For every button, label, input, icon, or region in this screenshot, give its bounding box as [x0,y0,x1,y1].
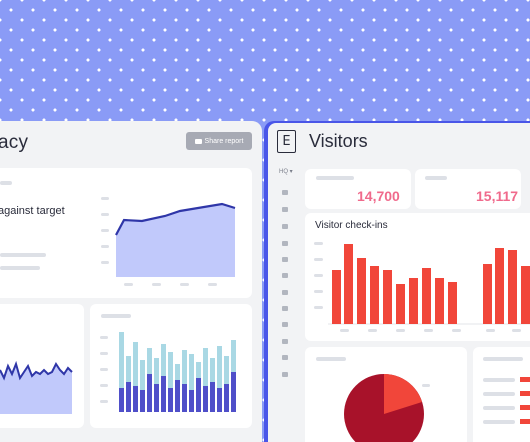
card-heading-placeholder [316,357,346,361]
stacked-bar-chart [100,332,236,412]
logo-glyph: E [282,134,291,149]
app-logo[interactable]: E [277,130,296,153]
list-row-placeholder [483,392,515,396]
page-title: Visitors [309,131,368,151]
pie-label-placeholder [422,384,430,387]
target-card-title: against target [0,205,65,217]
chart-icon[interactable] [282,322,288,327]
checkins-bars [332,244,530,324]
y-tick-placeholders [314,242,323,309]
user-icon[interactable] [282,257,288,262]
list-row-placeholder [483,420,515,424]
x-tick-placeholders [124,283,217,286]
placeholder-line [0,266,40,270]
stat-value: 15,117 [476,188,519,204]
share-report-label: Share report [204,137,244,145]
list-row-placeholder [483,406,515,410]
cart-icon[interactable] [282,306,288,311]
grid-icon[interactable] [282,207,288,212]
card-heading-placeholder [0,181,12,185]
share-report-button[interactable]: Share report [186,132,252,150]
list-bar [520,377,530,382]
card-heading-placeholder [101,314,131,318]
home-icon[interactable] [282,190,288,195]
y-tick-placeholders [100,336,108,403]
pie-slice-light [384,374,422,414]
target-area-chart [101,197,236,286]
stacked-bars [119,332,236,412]
trend-line [0,360,73,381]
list-bar [520,405,530,410]
x-tick-placeholders [340,329,521,332]
mail-icon [194,138,202,144]
document-icon[interactable] [282,339,288,344]
card-heading-placeholder [483,357,523,361]
stat-card [415,169,521,209]
stat-label-placeholder [316,176,354,180]
target-area-fill [116,204,235,277]
ticket-icon[interactable] [282,224,288,229]
location-value: HQ [279,169,288,175]
trend-area-fill [0,364,72,414]
list-bar [520,391,530,396]
building-icon[interactable] [282,290,288,295]
y-tick-placeholders [101,197,109,264]
list-row-placeholder [483,378,515,382]
pie-chart [344,374,430,442]
list-icon[interactable] [282,241,288,246]
target-line [115,202,236,236]
stat-card [305,169,411,209]
checkins-title: Visitor check-ins [315,220,388,231]
list-bar [520,419,530,424]
puzzle-icon[interactable] [282,355,288,360]
stat-value: 14,700 [357,188,400,204]
checkins-bar-chart [314,242,530,332]
chat-icon[interactable] [282,273,288,278]
gear-icon[interactable] [282,372,288,377]
trend-area-chart [0,360,73,414]
stat-label-placeholder [425,176,447,180]
page-title: acy [0,132,29,153]
location-select[interactable]: HQ ▾ [279,169,293,175]
placeholder-line [0,253,46,257]
